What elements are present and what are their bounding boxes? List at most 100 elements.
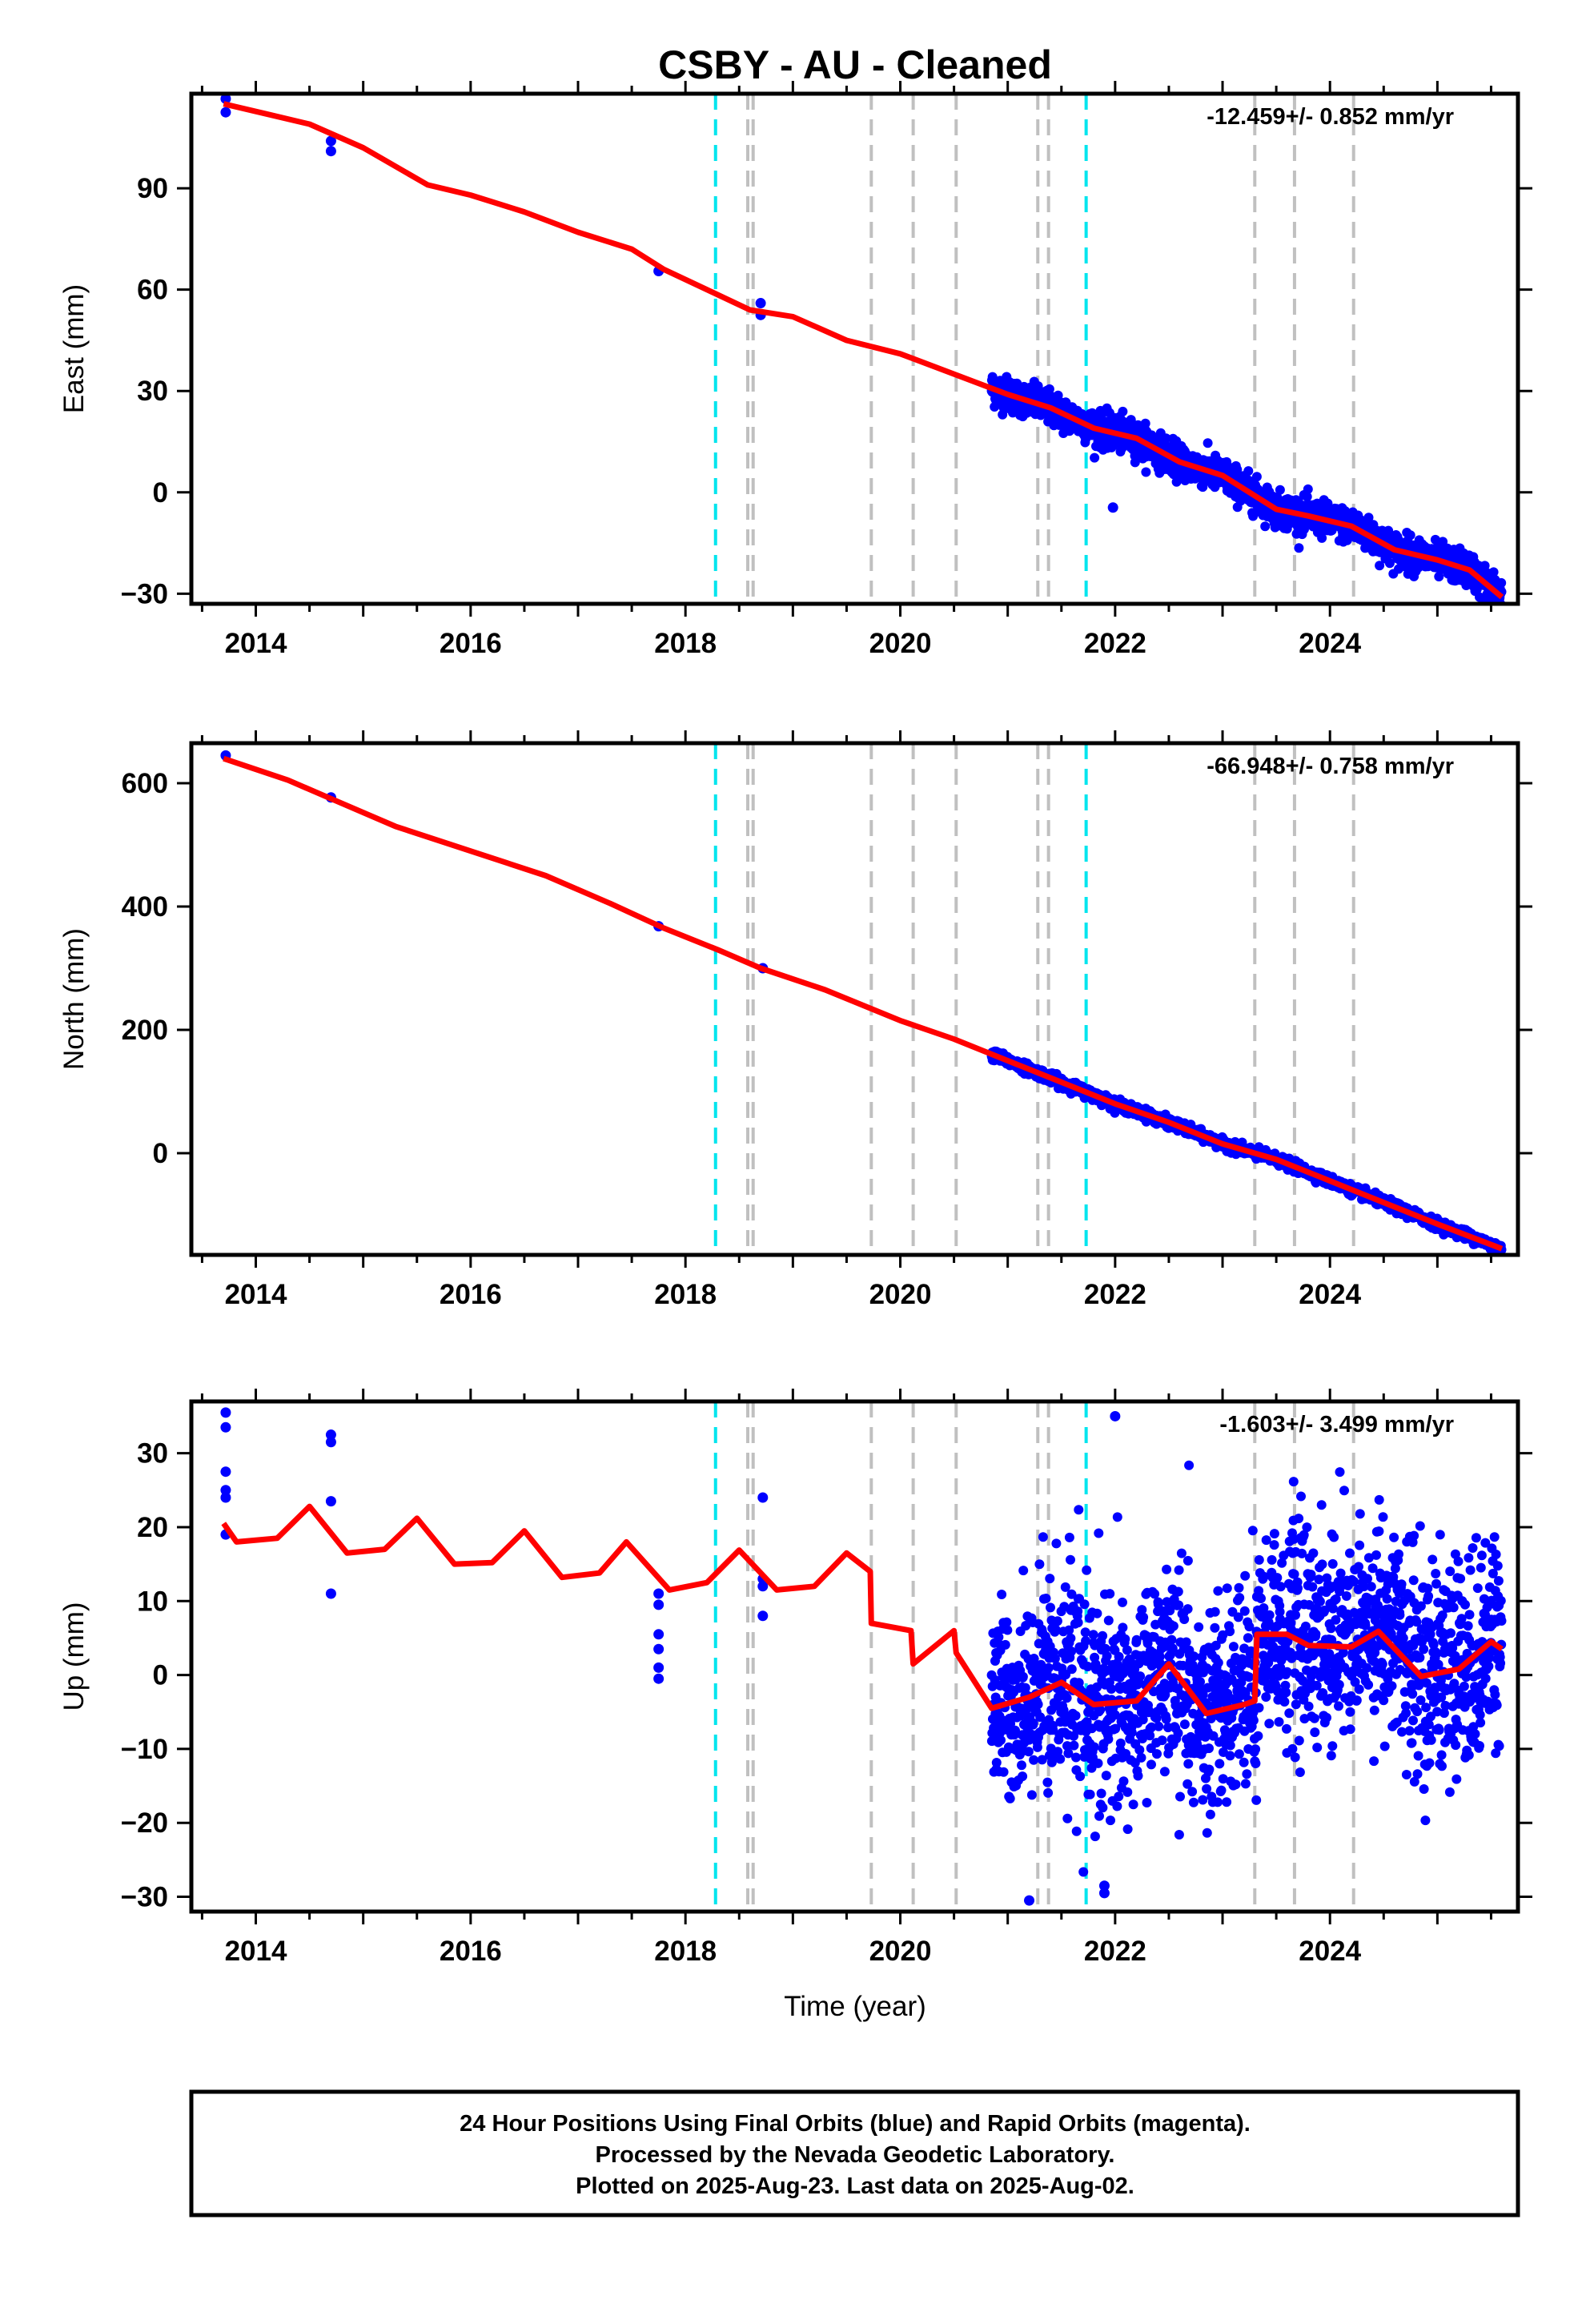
data-point [1181, 1637, 1191, 1647]
x-tick-label: 2022 [1084, 628, 1146, 659]
data-point [1434, 572, 1444, 581]
x-tick-label: 2018 [654, 1279, 717, 1310]
data-point [1118, 1776, 1129, 1787]
data-point [1242, 1769, 1252, 1779]
data-point [1005, 1793, 1015, 1803]
data-point [1174, 1830, 1184, 1839]
data-point [1144, 1706, 1154, 1716]
data-point [1162, 1564, 1172, 1574]
data-point [1294, 1735, 1304, 1746]
rate-label: -66.948+/- 0.758 mm/yr [1207, 754, 1454, 779]
data-point [1000, 1639, 1010, 1650]
data-point [1384, 558, 1395, 569]
data-point [1294, 1514, 1304, 1524]
data-point [1331, 1594, 1341, 1604]
data-point [1175, 1791, 1185, 1802]
data-point [1134, 1745, 1145, 1755]
data-point [1102, 1651, 1112, 1661]
data-point [1066, 1589, 1077, 1599]
data-point [1182, 1555, 1193, 1566]
data-point [1366, 1582, 1376, 1592]
data-point [1275, 1582, 1286, 1592]
y-tick-label: −30 [121, 578, 168, 609]
data-point [1071, 1826, 1082, 1836]
data-point [1118, 1597, 1127, 1607]
data-point [1282, 1667, 1292, 1677]
data-point [1280, 1680, 1291, 1691]
data-point [1081, 1636, 1091, 1646]
y-tick-label: 200 [122, 1015, 168, 1046]
data-point [1082, 1717, 1092, 1727]
data-point [1073, 1618, 1083, 1628]
plot-area [220, 743, 1507, 1255]
data-point [1078, 1867, 1089, 1877]
data-point [1136, 1752, 1146, 1763]
data-point [325, 135, 336, 147]
data-point [1363, 1679, 1374, 1690]
data-point [1205, 1809, 1215, 1819]
data-point [1294, 543, 1304, 553]
data-point [1073, 1606, 1083, 1616]
data-point [1274, 1717, 1284, 1727]
plot-frame [189, 91, 1520, 606]
data-point [1251, 1759, 1261, 1768]
data-point [1251, 1795, 1262, 1805]
data-point [1216, 1785, 1227, 1795]
data-point [1243, 1633, 1253, 1643]
data-point [1042, 1777, 1053, 1787]
data-point [1327, 1558, 1338, 1569]
y-tick-label: 600 [122, 768, 168, 799]
data-point [1204, 1743, 1214, 1754]
data-point [1112, 1801, 1122, 1811]
data-point [1098, 1630, 1108, 1641]
data-point [1328, 1603, 1338, 1614]
data-point [1018, 1566, 1029, 1576]
data-point [1234, 1582, 1244, 1593]
plot-frame [189, 741, 1520, 1257]
data-point [1311, 1629, 1321, 1639]
data-point [1307, 1582, 1318, 1592]
data-point [1126, 1727, 1137, 1738]
data-point [1110, 1710, 1120, 1720]
data-point [1254, 1703, 1264, 1713]
data-point [1066, 1664, 1077, 1675]
data-point [1302, 492, 1312, 502]
data-point [1142, 1638, 1153, 1648]
y-axis-label: North (mm) [58, 928, 90, 1070]
data-point [1069, 1740, 1079, 1751]
data-point [1018, 1671, 1028, 1682]
y-tick-label: 400 [122, 891, 168, 923]
data-point [1341, 1591, 1351, 1601]
data-point [1302, 1522, 1312, 1533]
data-point [1092, 1608, 1102, 1618]
data-point [1168, 1621, 1178, 1631]
data-point [1363, 513, 1374, 523]
data-point [1243, 466, 1254, 476]
data-point [1496, 577, 1507, 588]
x-tick-label: 2022 [1084, 1279, 1146, 1310]
data-point [1327, 1634, 1337, 1645]
data-point [1017, 1760, 1026, 1771]
y-tick-label: 60 [137, 275, 168, 306]
data-point [1261, 1535, 1271, 1546]
data-point [1162, 1597, 1172, 1607]
data-point [1038, 1532, 1048, 1542]
data-point [1082, 1565, 1092, 1575]
data-point [1167, 1643, 1178, 1654]
data-point [1152, 1749, 1162, 1759]
data-point [1275, 1606, 1285, 1617]
data-point [1188, 1797, 1199, 1807]
data-point [1118, 406, 1128, 416]
data-point [1178, 1660, 1188, 1671]
data-point [1329, 1532, 1339, 1542]
data-point [1035, 1712, 1046, 1723]
data-point [1033, 381, 1043, 391]
data-point [1026, 1790, 1037, 1800]
data-point [1287, 1743, 1298, 1754]
data-point [755, 298, 766, 309]
data-point [1095, 1705, 1106, 1715]
data-point [1198, 1690, 1208, 1700]
data-point [1135, 1671, 1146, 1682]
data-point [1161, 1714, 1171, 1724]
data-point [1075, 1771, 1086, 1782]
